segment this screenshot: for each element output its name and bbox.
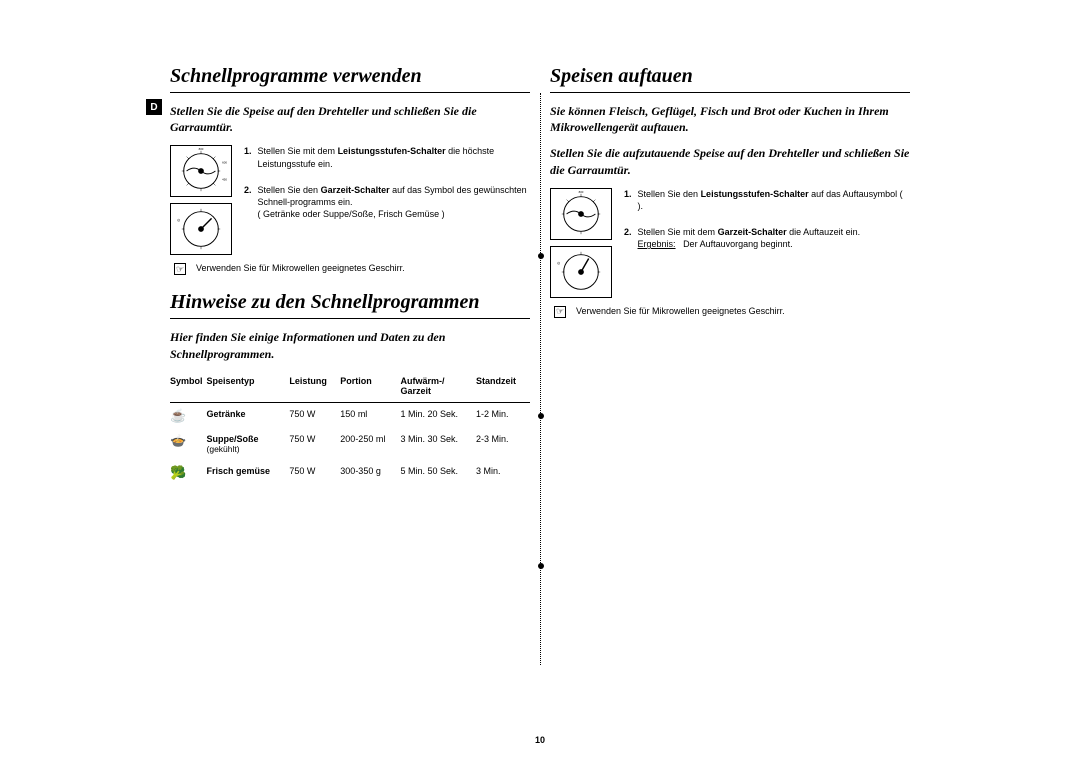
th-portion: Portion — [340, 372, 400, 403]
cell-type: Frisch gemüse — [207, 460, 290, 485]
svg-text:600: 600 — [222, 161, 227, 165]
left-column: Schnellprogramme verwenden Stellen Sie d… — [170, 65, 530, 485]
th-time: Aufwärm-/Garzeit — [400, 372, 476, 403]
intro-text: Sie können Fleisch, Geflügel, Fisch und … — [550, 103, 910, 135]
page-number: 10 — [0, 735, 1080, 745]
cell-stand: 2-3 Min. — [476, 428, 530, 460]
section-title-defrost: Speisen auftauen — [550, 65, 910, 93]
section-title-quickprograms: Schnellprogramme verwenden — [170, 65, 530, 93]
cell-power: 750 W — [289, 402, 340, 428]
intro-text: Hier finden Sie einige Informationen und… — [170, 329, 530, 361]
svg-text:⊙: ⊙ — [177, 219, 180, 223]
cell-stand: 3 Min. — [476, 460, 530, 485]
table-row: ☕Getränke750 W150 ml1 Min. 20 Sek.1-2 Mi… — [170, 402, 530, 428]
intro-text: Stellen Sie die aufzutauende Speise auf … — [550, 145, 910, 177]
cell-symbol: ☕ — [170, 402, 207, 428]
table-row: 🍲Suppe/Soße(gekühlt)750 W200-250 ml3 Min… — [170, 428, 530, 460]
note-icon: ☞ — [174, 263, 186, 275]
cell-symbol: 🍲 — [170, 428, 207, 460]
language-badge: D — [146, 99, 162, 115]
svg-text:800: 800 — [199, 147, 204, 151]
th-symbol: Symbol — [170, 372, 207, 403]
note-icon: ☞ — [554, 306, 566, 318]
cell-stand: 1-2 Min. — [476, 402, 530, 428]
time-dial-icon: ⊙ — [170, 203, 232, 255]
cell-power: 750 W — [289, 460, 340, 485]
cell-portion: 150 ml — [340, 402, 400, 428]
section-title-quickprogram-hints: Hinweise zu den Schnellprogrammen — [170, 291, 530, 319]
cell-power: 750 W — [289, 428, 340, 460]
right-column: Speisen auftauen Sie können Fleisch, Gef… — [550, 65, 910, 485]
cell-portion: 200-250 ml — [340, 428, 400, 460]
power-dial-icon: 800 — [550, 188, 612, 240]
step-number: 1. — [624, 188, 632, 212]
svg-text:800: 800 — [579, 190, 584, 194]
th-stand: Standzeit — [476, 372, 530, 403]
note-text: Verwenden Sie für Mikrowellen geeignetes… — [576, 306, 785, 316]
cell-portion: 300-350 g — [340, 460, 400, 485]
step-number: 2. — [244, 184, 252, 220]
th-type: Speisentyp — [207, 372, 290, 403]
column-divider — [540, 93, 541, 665]
cell-symbol: 🥦 — [170, 460, 207, 485]
cell-type: Getränke — [207, 402, 290, 428]
step-text: Stellen Sie mit dem Leistungsstufen-Scha… — [258, 145, 530, 169]
cell-time: 3 Min. 30 Sek. — [400, 428, 476, 460]
power-dial-icon: 800 600 450 — [170, 145, 232, 197]
note-text: Verwenden Sie für Mikrowellen geeignetes… — [196, 263, 405, 273]
step-text: Stellen Sie den Leistungsstufen-Schalter… — [638, 188, 910, 212]
step-text: Stellen Sie den Garzeit-Schalter auf das… — [258, 184, 530, 220]
step-number: 2. — [624, 226, 632, 250]
th-power: Leistung — [289, 372, 340, 403]
svg-text:450: 450 — [222, 178, 227, 182]
svg-text:⊙: ⊙ — [557, 261, 560, 265]
step-number: 1. — [244, 145, 252, 169]
time-dial-icon: ⊙ — [550, 246, 612, 298]
cell-type: Suppe/Soße(gekühlt) — [207, 428, 290, 460]
table-row: 🥦Frisch gemüse750 W300-350 g5 Min. 50 Se… — [170, 460, 530, 485]
cell-time: 1 Min. 20 Sek. — [400, 402, 476, 428]
program-table: Symbol Speisentyp Leistung Portion Aufwä… — [170, 372, 530, 485]
manual-page: D Schnellprogramme verwenden Stellen Sie… — [170, 65, 910, 485]
cell-time: 5 Min. 50 Sek. — [400, 460, 476, 485]
step-text: Stellen Sie mit dem Garzeit-Schalter die… — [638, 226, 861, 250]
intro-text: Stellen Sie die Speise auf den Drehtelle… — [170, 103, 530, 135]
